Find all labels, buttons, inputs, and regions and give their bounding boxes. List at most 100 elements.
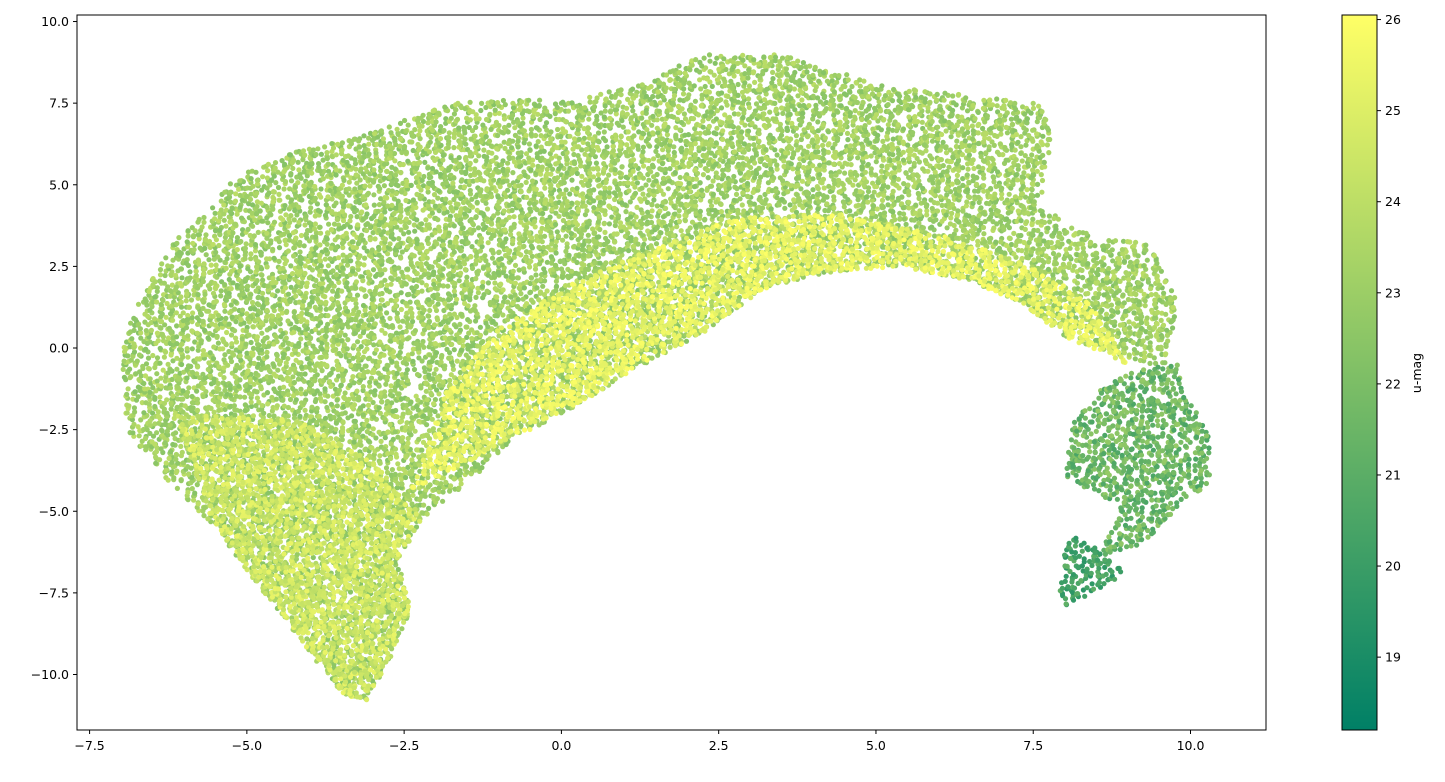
scatter-point	[202, 291, 208, 297]
scatter-point	[210, 205, 216, 211]
scatter-point	[301, 378, 307, 384]
scatter-point	[162, 322, 168, 328]
scatter-point	[224, 256, 230, 262]
scatter-point	[365, 402, 372, 408]
scatter-point	[370, 267, 377, 273]
scatter-point	[301, 183, 307, 189]
scatter-point	[135, 322, 141, 328]
scatter-point	[375, 370, 382, 376]
scatter-point	[147, 422, 153, 428]
scatter-point	[194, 371, 200, 377]
scatter-point	[373, 347, 379, 353]
scatter-point	[211, 344, 217, 350]
scatter-point	[291, 157, 297, 163]
scatter-point	[131, 327, 137, 333]
scatter-point	[288, 171, 294, 177]
scatter-point	[159, 261, 165, 267]
scatter-point	[329, 196, 335, 202]
scatter-point	[180, 354, 186, 360]
scatter-point	[307, 414, 313, 420]
scatter-point	[253, 169, 259, 175]
scatter-point	[333, 436, 339, 442]
scatter-point	[382, 209, 388, 215]
scatter-point	[213, 237, 219, 243]
scatter-point	[259, 187, 265, 193]
scatter-point	[222, 387, 228, 393]
scatter-point	[339, 240, 345, 246]
scatter-point	[212, 216, 218, 222]
scatter-point	[266, 412, 272, 419]
scatter-point	[264, 354, 270, 360]
scatter-point	[277, 302, 283, 309]
scatter-point	[186, 385, 192, 391]
scatter-point	[141, 380, 147, 387]
scatter-point	[351, 205, 357, 211]
scatter-points	[120, 52, 1212, 703]
scatter-point	[340, 218, 347, 224]
scatter-point	[215, 380, 221, 387]
scatter-point	[280, 265, 286, 271]
scatter-point	[302, 293, 308, 299]
scatter-point	[290, 165, 296, 171]
scatter-point	[200, 297, 206, 303]
scatter-point	[285, 356, 291, 362]
scatter-point	[259, 266, 265, 272]
scatter-point	[356, 150, 362, 156]
scatter-point	[379, 327, 385, 333]
scatter-point	[251, 233, 257, 239]
scatter-point	[175, 385, 181, 391]
scatter-point	[342, 410, 348, 416]
scatter-point	[159, 331, 165, 337]
scatter-point	[131, 341, 137, 347]
scatter-point	[153, 460, 159, 466]
scatter-point	[315, 348, 321, 355]
scatter-point	[162, 435, 168, 441]
scatter-point	[167, 422, 173, 428]
scatter-point	[129, 336, 135, 342]
scatter-point	[173, 456, 179, 462]
scatter-point	[210, 356, 217, 362]
scatter-point	[237, 263, 243, 269]
scatter-point	[194, 407, 201, 413]
scatter-point	[307, 181, 313, 187]
scatter-point	[362, 307, 368, 313]
scatter-point	[163, 340, 170, 346]
scatter-point	[322, 212, 329, 218]
scatter-point	[275, 390, 281, 396]
scatter-point	[157, 272, 164, 278]
scatter-point	[187, 269, 193, 275]
scatter-point	[174, 485, 180, 491]
scatter-point	[275, 184, 282, 191]
scatter-point	[197, 310, 204, 316]
scatter-point	[352, 157, 358, 163]
scatter-point	[216, 386, 222, 392]
scatter-point	[334, 290, 340, 296]
scatter-point	[295, 180, 301, 186]
scatter-point	[189, 393, 195, 400]
scatter-point	[174, 404, 180, 410]
scatter-point	[158, 325, 164, 331]
scatter-point	[339, 425, 346, 431]
scatter-point	[152, 421, 158, 427]
scatter-point	[281, 186, 287, 192]
scatter-point	[222, 189, 228, 195]
scatter-point	[264, 335, 270, 341]
scatter-point	[307, 336, 313, 342]
scatter-point	[128, 374, 134, 380]
scatter-point	[245, 368, 251, 374]
scatter-point	[269, 225, 275, 231]
scatter-point	[361, 369, 367, 375]
scatter-point	[286, 233, 292, 239]
scatter-point	[224, 329, 230, 336]
scatter-point	[174, 323, 180, 329]
scatter-point	[371, 158, 377, 164]
scatter-point	[239, 215, 245, 221]
scatter-point	[310, 554, 316, 561]
scatter-point	[237, 377, 243, 383]
scatter-point	[339, 140, 345, 146]
scatter-point	[302, 391, 309, 397]
scatter-point	[202, 327, 208, 333]
scatter-point	[146, 401, 152, 407]
scatter-point	[345, 337, 351, 343]
